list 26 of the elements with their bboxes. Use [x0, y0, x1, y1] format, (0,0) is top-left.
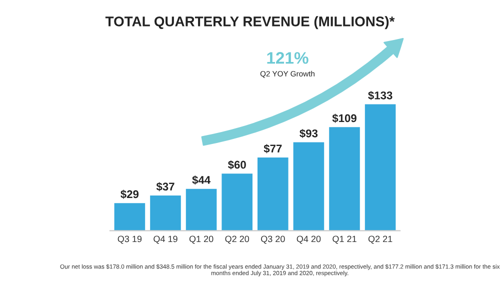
- data-label: $93: [300, 128, 318, 138]
- bar: [293, 142, 324, 231]
- bar: [186, 188, 217, 231]
- data-label: $29: [120, 190, 139, 199]
- chart-title: TOTAL QUARTERLY REVENUE (MILLIONS)*: [105, 16, 395, 30]
- bar: [329, 127, 360, 231]
- x-tick-label: Q4 19: [154, 236, 178, 244]
- x-tick-label: Q4 20: [296, 236, 321, 244]
- bar: [364, 104, 396, 231]
- x-tick-label: Q2 21: [368, 236, 392, 244]
- x-tick-label: Q3 19: [118, 236, 142, 244]
- bar: [258, 158, 288, 231]
- data-label: $133: [368, 90, 392, 100]
- data-label: $77: [264, 144, 282, 154]
- data-label: $109: [332, 114, 356, 123]
- x-tick-label: Q2 20: [225, 236, 250, 244]
- bar: [150, 196, 181, 231]
- text: 121%: [267, 52, 308, 64]
- bar: [222, 174, 252, 231]
- x-tick-label: Q1 20: [189, 236, 214, 244]
- bar: [114, 203, 146, 231]
- x-tick-label: Q1 21: [332, 236, 356, 244]
- data-label: $37: [156, 182, 174, 192]
- data-label: $60: [228, 160, 246, 170]
- x-tick-label: Q3 20: [261, 236, 285, 244]
- data-label: $44: [192, 176, 211, 185]
